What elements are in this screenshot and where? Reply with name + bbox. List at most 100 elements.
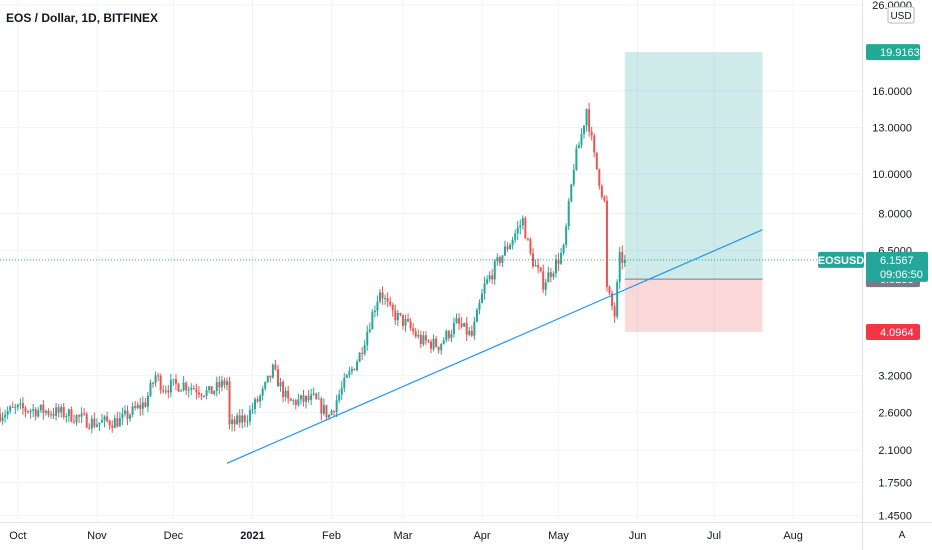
candle-body xyxy=(618,252,621,283)
candle-body xyxy=(315,393,318,399)
candle-body xyxy=(320,398,323,414)
candle-body xyxy=(246,421,249,423)
candle-body xyxy=(506,246,509,250)
candle-body xyxy=(134,406,137,409)
candle-body xyxy=(600,185,603,197)
x-tick-label: Jul xyxy=(707,530,721,542)
candle-body xyxy=(437,346,440,351)
candle-body xyxy=(381,292,384,299)
candle-body xyxy=(353,368,356,371)
candle-body xyxy=(200,394,203,396)
x-tick-label: Jun xyxy=(629,530,647,542)
candle-body xyxy=(384,298,387,300)
candle-body xyxy=(585,109,588,126)
candle-body xyxy=(542,271,545,290)
countdown-value: 09:06:50 xyxy=(880,269,923,281)
candle-body xyxy=(167,390,170,393)
candle-body xyxy=(516,227,519,234)
candle-body xyxy=(422,335,425,345)
candle-body xyxy=(85,413,88,428)
x-tick-label: Mar xyxy=(393,530,412,542)
candle-body xyxy=(430,341,432,349)
chart-title: EOS / Dollar, 1D, BITFINEX xyxy=(6,11,158,25)
candle-body xyxy=(565,226,568,245)
candle-body xyxy=(529,239,532,254)
trendline[interactable] xyxy=(226,229,763,464)
candle-body xyxy=(271,364,274,378)
candle-body xyxy=(493,261,496,280)
candle-body xyxy=(378,292,381,302)
candle-body xyxy=(611,293,614,307)
candle-body xyxy=(396,312,399,321)
candle-body xyxy=(501,255,504,263)
candle-body xyxy=(424,335,427,341)
candle-body xyxy=(547,272,550,283)
candle-body xyxy=(144,402,147,407)
candle-body xyxy=(356,361,359,371)
candle-body xyxy=(67,409,70,417)
candle-body xyxy=(52,414,55,416)
y-tick-label: 1.4500 xyxy=(878,511,912,523)
candle-body xyxy=(521,218,524,226)
stop-zone[interactable] xyxy=(624,279,763,332)
x-tick-label: Apr xyxy=(473,530,490,542)
candle-body xyxy=(297,399,300,406)
candle-body xyxy=(279,381,282,387)
candle-body xyxy=(299,395,302,400)
candle-body xyxy=(340,387,343,395)
candle-body xyxy=(338,394,341,401)
candle-body xyxy=(238,415,241,423)
y-tick-label: 2.6000 xyxy=(878,407,912,419)
candle-body xyxy=(78,415,81,417)
candle-body xyxy=(488,275,491,280)
candle-body xyxy=(549,272,552,277)
candle-body xyxy=(256,399,259,402)
candle-body xyxy=(101,420,104,423)
candle-body xyxy=(192,387,195,390)
candle-body xyxy=(95,424,98,427)
candle-body xyxy=(116,418,119,427)
candle-body xyxy=(169,380,172,393)
candle-body xyxy=(363,345,366,354)
candle-body xyxy=(141,402,144,409)
candle-body xyxy=(72,421,75,423)
candle-body xyxy=(19,403,22,405)
candle-body xyxy=(511,239,514,245)
candle-body xyxy=(34,409,37,417)
candle-body xyxy=(190,387,193,390)
candle-body xyxy=(149,382,152,396)
x-tick-label: Aug xyxy=(783,530,803,542)
candle-body xyxy=(213,390,216,395)
currency-label: USD xyxy=(890,11,911,22)
candle-body xyxy=(419,334,422,345)
candle-body xyxy=(118,418,121,427)
candle-body xyxy=(534,264,537,267)
candle-body xyxy=(248,410,251,422)
candle-body xyxy=(251,409,254,411)
candle-body xyxy=(373,310,376,313)
candle-body xyxy=(621,252,624,263)
candle-body xyxy=(427,340,430,342)
current-price-value: 6.1567 xyxy=(880,255,914,267)
candle-body xyxy=(475,309,478,322)
long-position-box[interactable] xyxy=(624,52,763,332)
candle-body xyxy=(180,390,183,392)
x-tick-label: Nov xyxy=(87,530,107,542)
candle-body xyxy=(588,109,591,132)
candle-body xyxy=(24,408,27,412)
candle-body xyxy=(208,386,211,391)
profit-zone[interactable] xyxy=(624,52,763,280)
candle-body xyxy=(88,427,91,429)
candle-body xyxy=(583,125,586,134)
time-axis[interactable]: Oct Nov Dec 2021 Feb Mar Apr May Jun Jul Aug xyxy=(9,530,803,542)
candle-body xyxy=(228,381,231,425)
candle-body xyxy=(389,301,392,305)
candle-body xyxy=(269,375,272,378)
candle-body xyxy=(519,225,522,228)
candle-body xyxy=(460,323,463,327)
candle-body xyxy=(414,331,417,337)
candle-body xyxy=(131,406,134,415)
auto-scale-button[interactable]: A xyxy=(899,530,906,541)
currency-box[interactable] xyxy=(887,6,915,24)
